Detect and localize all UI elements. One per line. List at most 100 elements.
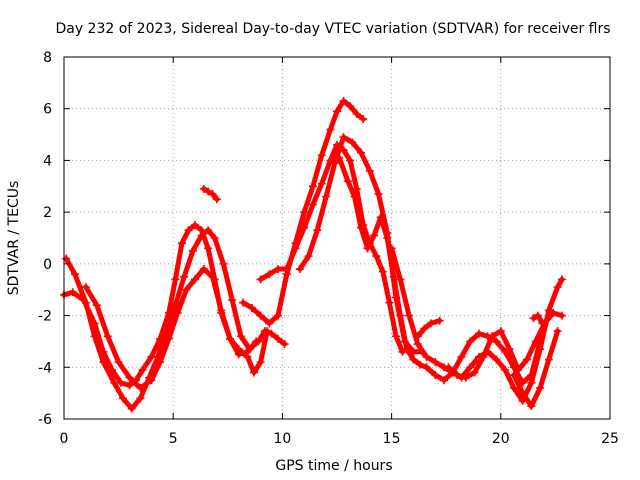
data-point-marker bbox=[518, 389, 527, 398]
y-tick-label: -2 bbox=[38, 309, 52, 325]
data-point-marker bbox=[557, 311, 566, 320]
data-point-marker bbox=[274, 334, 283, 343]
data-point-marker bbox=[333, 107, 341, 116]
data-point-marker bbox=[488, 332, 497, 341]
data-point-marker bbox=[308, 200, 317, 209]
data-point-marker bbox=[204, 187, 213, 196]
data-point-marker bbox=[514, 365, 523, 374]
data-point-marker bbox=[348, 138, 357, 147]
data-point-marker bbox=[188, 246, 197, 255]
data-point-marker bbox=[164, 334, 173, 343]
data-point-marker bbox=[92, 301, 101, 310]
data-point-marker bbox=[291, 244, 300, 253]
data-point-marker bbox=[265, 319, 274, 328]
data-point-marker bbox=[236, 332, 245, 341]
data-point-marker bbox=[295, 265, 304, 274]
x-tick-label: 0 bbox=[60, 431, 69, 447]
data-point-marker bbox=[234, 345, 243, 354]
data-point-marker bbox=[398, 347, 407, 356]
data-point-marker bbox=[461, 373, 470, 382]
data-point-marker bbox=[396, 275, 405, 284]
data-point-marker bbox=[435, 316, 444, 325]
data-point-marker bbox=[245, 345, 254, 354]
data-point-marker bbox=[509, 371, 518, 380]
y-tick-label: 4 bbox=[43, 153, 52, 169]
data-point-marker bbox=[346, 102, 355, 111]
data-point-marker bbox=[138, 365, 147, 374]
data-point-marker bbox=[531, 337, 540, 346]
data-point-marker bbox=[339, 96, 348, 105]
data-point-marker bbox=[282, 265, 291, 274]
data-point-marker bbox=[553, 283, 562, 292]
data-point-marker bbox=[239, 298, 248, 307]
data-point-marker bbox=[420, 324, 429, 333]
data-point-marker bbox=[317, 179, 326, 188]
data-point-marker bbox=[204, 226, 213, 235]
data-point-marker bbox=[208, 190, 217, 199]
data-point-marker bbox=[136, 383, 145, 392]
series-arc-5 bbox=[240, 98, 366, 326]
y-tick-label: 6 bbox=[43, 102, 52, 118]
data-point-marker bbox=[225, 334, 234, 343]
data-point-marker bbox=[496, 327, 505, 336]
data-point-marker bbox=[110, 378, 119, 387]
data-point-marker bbox=[538, 319, 547, 328]
data-point-marker bbox=[274, 265, 283, 274]
data-point-marker bbox=[308, 182, 317, 191]
data-point-marker bbox=[387, 244, 396, 253]
data-point-marker bbox=[479, 352, 488, 361]
data-point-marker bbox=[370, 231, 379, 240]
x-tick-label: 5 bbox=[169, 431, 178, 447]
data-point-marker bbox=[177, 239, 186, 248]
data-point-marker bbox=[171, 275, 180, 284]
data-point-marker bbox=[415, 360, 424, 369]
data-point-marker bbox=[402, 345, 411, 354]
data-point-marker bbox=[335, 153, 344, 162]
data-point-marker bbox=[300, 208, 309, 217]
data-point-marker bbox=[254, 337, 263, 346]
series-arc-12 bbox=[511, 328, 561, 409]
data-point-marker bbox=[317, 151, 326, 160]
y-tick-label: -4 bbox=[38, 360, 52, 376]
data-point-marker bbox=[114, 358, 123, 367]
data-point-marker bbox=[280, 340, 289, 349]
data-point-marker bbox=[391, 332, 400, 341]
data-point-marker bbox=[313, 226, 322, 235]
data-point-marker bbox=[197, 231, 206, 240]
data-point-marker bbox=[413, 332, 422, 341]
data-point-marker bbox=[396, 311, 405, 320]
series-arc-10 bbox=[415, 318, 443, 339]
data-point-marker bbox=[389, 272, 398, 281]
chart-title: Day 232 of 2023, Sidereal Day-to-day VTE… bbox=[55, 21, 610, 37]
data-point-marker bbox=[553, 327, 562, 336]
data-point-marker bbox=[127, 404, 136, 413]
data-point-marker bbox=[147, 376, 156, 385]
data-point-marker bbox=[352, 184, 361, 193]
data-point-marker bbox=[363, 244, 372, 253]
data-point-marker bbox=[378, 267, 387, 276]
data-point-marker bbox=[199, 184, 208, 193]
data-point-marker bbox=[544, 306, 553, 315]
data-point-marker bbox=[457, 352, 466, 361]
data-point-marker bbox=[274, 311, 283, 320]
data-point-marker bbox=[385, 298, 394, 307]
data-point-marker bbox=[505, 345, 514, 354]
data-point-marker bbox=[422, 352, 431, 361]
data-point-marker bbox=[492, 337, 501, 346]
data-point-marker bbox=[125, 381, 134, 390]
y-tick-label: 8 bbox=[43, 50, 52, 66]
data-point-marker bbox=[322, 192, 331, 201]
data-point-marker bbox=[536, 345, 545, 354]
y-axis-label: SDTVAR / TECUs bbox=[6, 181, 22, 296]
data-point-marker bbox=[527, 378, 536, 387]
y-tick-label: 2 bbox=[43, 205, 52, 221]
data-point-marker bbox=[413, 340, 422, 349]
data-point-marker bbox=[247, 303, 256, 312]
data-point-marker bbox=[529, 314, 538, 323]
data-point-marker bbox=[208, 272, 217, 281]
data-point-marker bbox=[103, 332, 112, 341]
data-point-marker bbox=[191, 275, 200, 284]
data-point-marker bbox=[466, 363, 475, 372]
data-point-marker bbox=[228, 296, 237, 305]
data-point-marker bbox=[357, 223, 366, 232]
